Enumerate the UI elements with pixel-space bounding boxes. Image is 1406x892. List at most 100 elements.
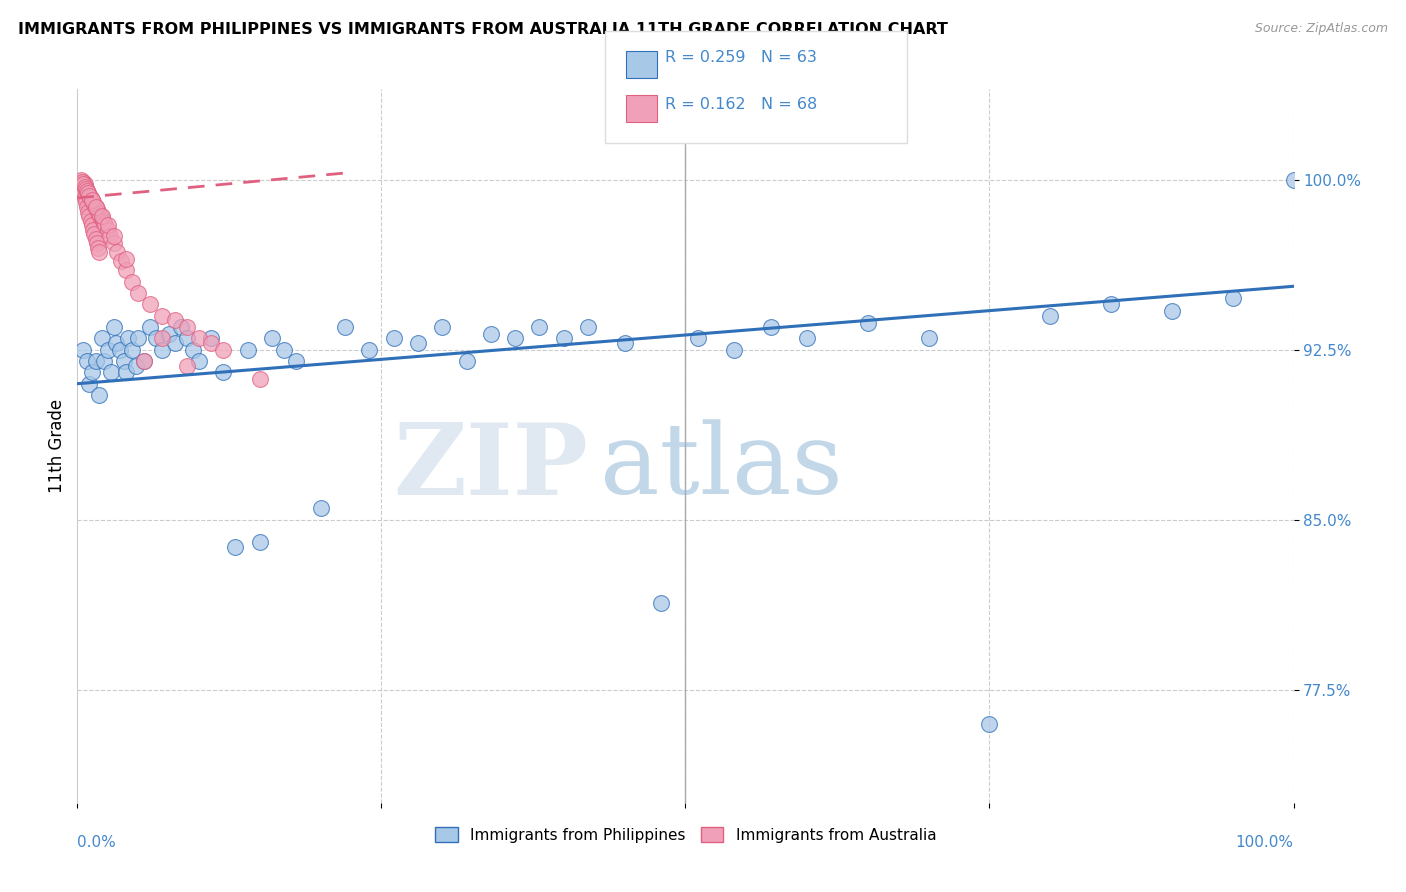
Point: [105, 335, 128, 350]
Point: [93, 354, 115, 368]
Point: [79, 188, 101, 202]
Point: [273, 343, 295, 357]
Point: [145, 331, 167, 345]
Point: [89, 207, 111, 221]
Point: [93, 216, 115, 230]
Text: R = 0.259   N = 63: R = 0.259 N = 63: [665, 51, 817, 65]
Point: [553, 331, 575, 345]
Point: [103, 320, 125, 334]
Point: [112, 354, 135, 368]
Point: [918, 331, 941, 345]
Point: [1099, 297, 1122, 311]
Text: Source: ZipAtlas.com: Source: ZipAtlas.com: [1254, 22, 1388, 36]
Point: [72, 343, 94, 357]
Point: [176, 320, 198, 334]
Point: [103, 229, 125, 244]
Point: [134, 354, 156, 368]
Point: [1222, 291, 1244, 305]
Point: [100, 365, 122, 379]
Point: [70, 173, 93, 187]
Point: [75, 195, 97, 210]
Point: [236, 343, 259, 357]
Point: [212, 365, 235, 379]
Point: [163, 335, 186, 350]
Text: 0.0%: 0.0%: [77, 835, 117, 850]
Point: [188, 331, 211, 345]
Point: [249, 372, 271, 386]
Point: [759, 320, 782, 334]
Point: [117, 331, 139, 345]
Y-axis label: 11th Grade: 11th Grade: [48, 399, 66, 493]
Point: [224, 540, 246, 554]
Point: [70, 175, 93, 189]
Text: R = 0.162   N = 68: R = 0.162 N = 68: [665, 97, 817, 112]
Point: [82, 222, 104, 236]
Point: [650, 597, 672, 611]
Point: [84, 354, 107, 368]
Point: [98, 229, 121, 244]
Point: [359, 343, 381, 357]
Point: [110, 254, 132, 268]
Point: [80, 191, 103, 205]
Point: [75, 182, 97, 196]
Point: [613, 335, 636, 350]
Point: [77, 186, 100, 201]
Point: [73, 179, 96, 194]
Point: [503, 331, 526, 345]
Point: [80, 218, 103, 232]
Point: [127, 331, 149, 345]
Point: [139, 320, 162, 334]
Point: [170, 320, 193, 334]
Point: [89, 388, 111, 402]
Text: atlas: atlas: [600, 419, 844, 516]
Point: [79, 209, 101, 223]
Point: [152, 309, 174, 323]
Point: [76, 184, 98, 198]
Point: [80, 213, 103, 227]
Point: [87, 241, 110, 255]
Point: [79, 188, 101, 202]
Point: [80, 193, 103, 207]
Point: [76, 184, 98, 198]
Legend: Immigrants from Philippines, Immigrants from Australia: Immigrants from Philippines, Immigrants …: [429, 821, 942, 848]
Point: [285, 354, 308, 368]
Point: [1161, 304, 1184, 318]
Point: [157, 326, 180, 341]
Point: [97, 218, 120, 232]
Point: [89, 209, 111, 223]
Point: [82, 195, 104, 210]
Point: [115, 252, 138, 266]
Point: [83, 227, 105, 242]
Point: [152, 343, 174, 357]
Text: ZIP: ZIP: [394, 419, 588, 516]
Point: [72, 178, 94, 192]
Point: [75, 182, 97, 196]
Point: [856, 316, 879, 330]
Point: [125, 359, 148, 373]
Point: [134, 354, 156, 368]
Point: [77, 186, 100, 201]
Point: [70, 182, 93, 196]
Point: [97, 343, 120, 357]
Point: [249, 535, 271, 549]
Point: [76, 200, 98, 214]
Point: [89, 245, 111, 260]
Point: [979, 716, 1001, 731]
Point: [76, 354, 98, 368]
Point: [796, 331, 818, 345]
Point: [188, 354, 211, 368]
Point: [97, 222, 120, 236]
Point: [108, 343, 131, 357]
Point: [212, 343, 235, 357]
Point: [176, 359, 198, 373]
Point: [456, 354, 478, 368]
Point: [200, 335, 222, 350]
Point: [107, 245, 129, 260]
Point: [87, 204, 110, 219]
Point: [576, 320, 599, 334]
Point: [90, 211, 112, 226]
Point: [115, 365, 138, 379]
Point: [121, 343, 143, 357]
Point: [79, 376, 101, 391]
Point: [479, 326, 502, 341]
